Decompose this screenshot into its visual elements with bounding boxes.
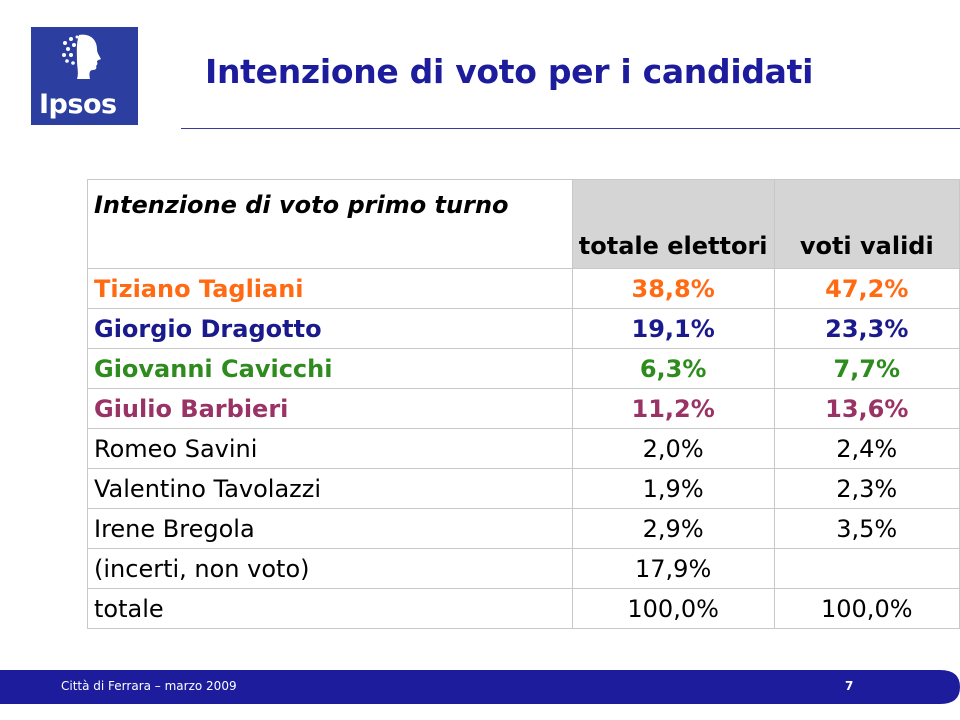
logo-text: Ipsos — [39, 89, 117, 120]
valid-votes-value: 13,6% — [773, 388, 960, 429]
candidate-name: Valentino Tavolazzi — [87, 468, 573, 509]
footer-text: Città di Ferrara – marzo 2009 — [61, 679, 237, 693]
total-voters-value: 100,0% — [571, 588, 775, 629]
total-voters-value: 17,9% — [571, 548, 775, 589]
page-title: Intenzione di voto per i candidati — [205, 52, 814, 91]
table-row: Valentino Tavolazzi 1,9% 2,3% — [87, 468, 960, 509]
head-silhouette-icon — [62, 34, 101, 79]
total-voters-value: 1,9% — [571, 468, 775, 509]
footer-band — [0, 670, 960, 704]
candidate-name: Giulio Barbieri — [87, 388, 573, 429]
results-table: Intenzione di voto primo turno totale el… — [87, 179, 960, 629]
candidate-name: Giovanni Cavicchi — [87, 348, 573, 389]
header-label: Intenzione di voto primo turno — [87, 179, 573, 269]
header-valid: voti validi — [773, 179, 960, 269]
candidate-name: totale — [87, 588, 573, 629]
total-voters-value: 19,1% — [571, 308, 775, 349]
table-header-row: Intenzione di voto primo turno totale el… — [87, 179, 960, 269]
table-row: Giulio Barbieri 11,2% 13,6% — [87, 388, 960, 429]
valid-votes-value: 2,4% — [773, 428, 960, 469]
candidate-name: Irene Bregola — [87, 508, 573, 549]
valid-votes-value: 47,2% — [773, 268, 960, 309]
table-row: Tiziano Tagliani 38,8% 47,2% — [87, 268, 960, 309]
valid-votes-value — [773, 548, 960, 589]
title-divider — [181, 128, 960, 129]
table-row: Giovanni Cavicchi 6,3% 7,7% — [87, 348, 960, 389]
table-row: totale 100,0% 100,0% — [87, 588, 960, 629]
candidate-name: Giorgio Dragotto — [87, 308, 573, 349]
valid-votes-value: 2,3% — [773, 468, 960, 509]
valid-votes-value: 7,7% — [773, 348, 960, 389]
candidate-name: (incerti, non voto) — [87, 548, 573, 589]
table-row: Romeo Savini 2,0% 2,4% — [87, 428, 960, 469]
page-number: 7 — [845, 679, 854, 693]
ipsos-logo: Ipsos — [31, 27, 138, 125]
table-row: Irene Bregola 2,9% 3,5% — [87, 508, 960, 549]
valid-votes-value: 3,5% — [773, 508, 960, 549]
valid-votes-value: 100,0% — [773, 588, 960, 629]
total-voters-value: 11,2% — [571, 388, 775, 429]
candidate-name: Romeo Savini — [87, 428, 573, 469]
total-voters-value: 2,9% — [571, 508, 775, 549]
total-voters-value: 38,8% — [571, 268, 775, 309]
header-total: totale elettori — [571, 179, 775, 269]
total-voters-value: 2,0% — [571, 428, 775, 469]
table-row: (incerti, non voto) 17,9% — [87, 548, 960, 589]
candidate-name: Tiziano Tagliani — [87, 268, 573, 309]
table-row: Giorgio Dragotto 19,1% 23,3% — [87, 308, 960, 349]
total-voters-value: 6,3% — [571, 348, 775, 389]
valid-votes-value: 23,3% — [773, 308, 960, 349]
